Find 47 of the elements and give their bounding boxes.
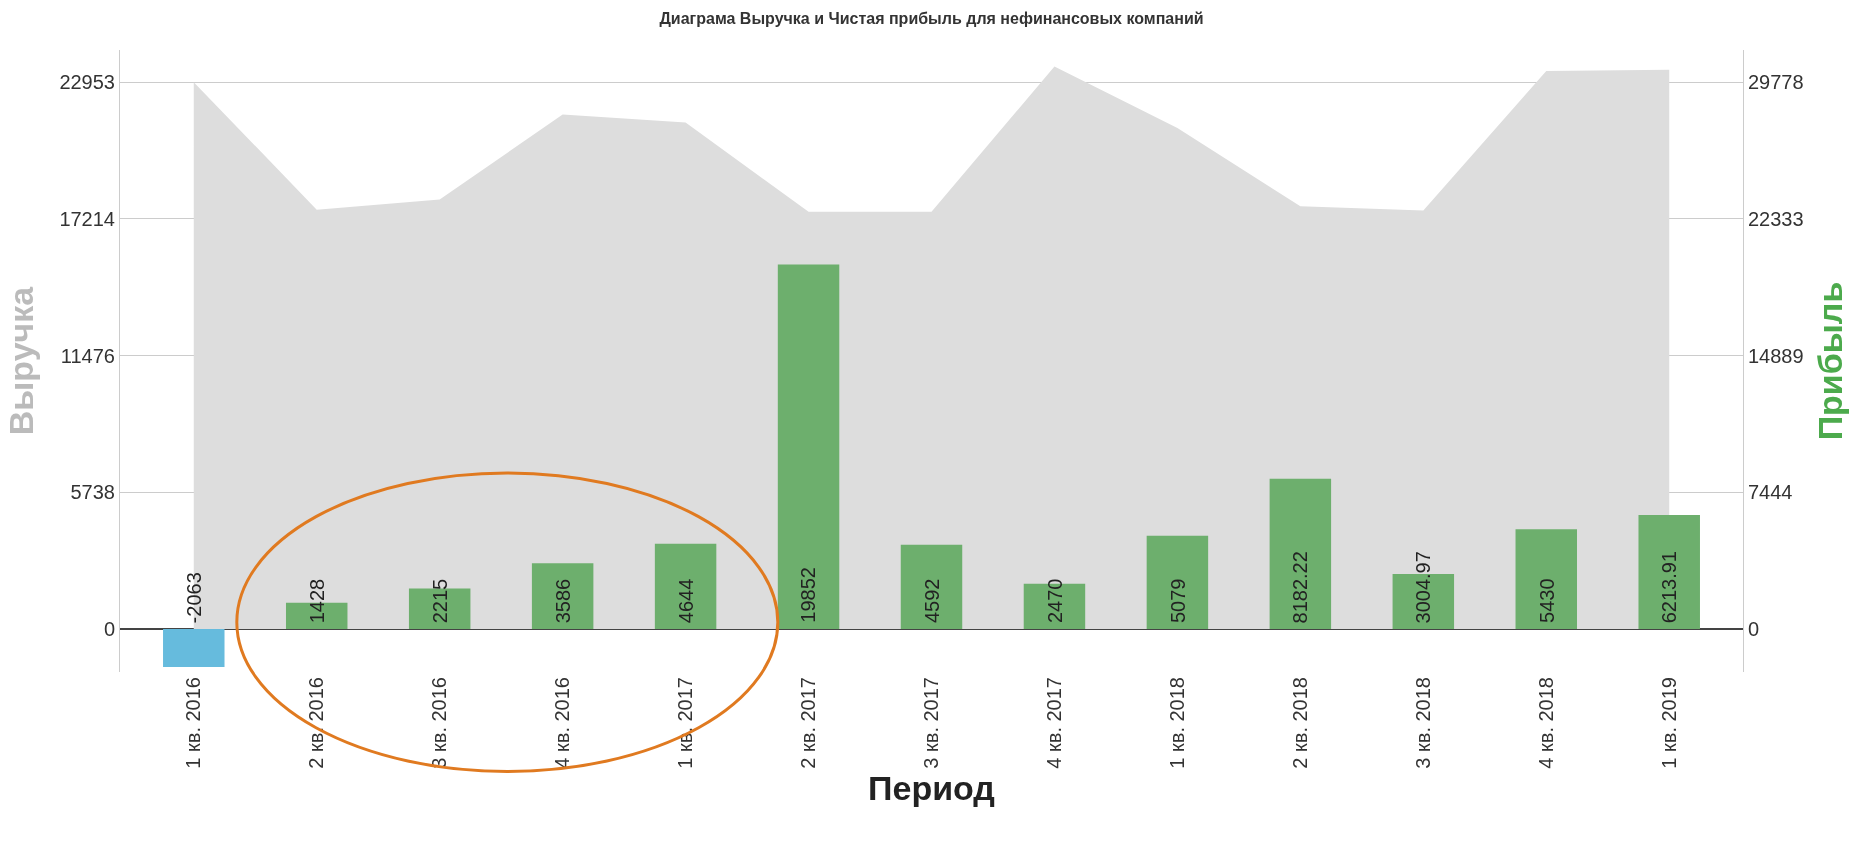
y2-tick-label: 29778 [1748, 71, 1804, 94]
bar [900, 544, 963, 630]
y-axis-title: Выручка [1, 285, 40, 436]
y2-tick-label: 22333 [1748, 207, 1804, 230]
bar [654, 543, 717, 630]
data-label: 8182.22 [1289, 551, 1312, 624]
data-label: 5430 [1535, 578, 1558, 623]
x-tick-label: 2 кв. 2016 [305, 677, 328, 769]
data-label: 3586 [552, 578, 575, 624]
data-label: 19852 [797, 567, 820, 623]
bar [1146, 535, 1209, 630]
x-tick-label: 4 кв. 2016 [551, 677, 574, 769]
bar [163, 629, 225, 667]
y2-axis-title: Прибыль [1810, 281, 1849, 441]
x-tick-label: 2 кв. 2017 [797, 677, 820, 769]
y-tick-label: 11476 [60, 344, 115, 367]
x-tick-label: 1 кв. 2019 [1657, 677, 1680, 769]
data-label: 2215 [429, 578, 452, 624]
y2-tick-label: 7444 [1748, 481, 1793, 504]
bar [777, 264, 840, 630]
data-label: 3004.97 [1412, 551, 1435, 624]
data-label: -2063 [183, 572, 206, 624]
data-label: 4644 [674, 578, 697, 624]
data-label: 1428 [306, 578, 329, 624]
y-tick-label: 5738 [70, 481, 115, 504]
y2-tick-label: 0 [1748, 618, 1760, 641]
y-tick-label: 22953 [59, 71, 115, 94]
data-label: 5079 [1166, 578, 1189, 624]
y-tick-label: 0 [103, 618, 115, 641]
bar [1638, 514, 1700, 630]
data-label: 2470 [1043, 578, 1066, 624]
x-tick-label: 4 кв. 2018 [1534, 677, 1557, 769]
x-axis-title: Период [868, 768, 995, 807]
x-tick-label: 3 кв. 2017 [920, 677, 942, 769]
x-tick-label: 2 кв. 2018 [1288, 677, 1311, 769]
y-tick-label: 17214 [59, 207, 115, 230]
x-tick-label: 4 кв. 2017 [1042, 677, 1065, 769]
chart-title: Диаграма Выручка и Чистая прибыль для нефинансовых компаний [659, 9, 1204, 27]
bar [531, 563, 594, 630]
data-label: 4592 [920, 578, 943, 624]
x-tick-label: 1 кв. 2018 [1165, 677, 1188, 769]
data-label: 6213.91 [1658, 551, 1681, 624]
bar [1515, 529, 1578, 630]
bar [1269, 478, 1332, 630]
x-tick-label: 1 кв. 2016 [182, 677, 205, 769]
y2-tick-label: 14889 [1748, 344, 1804, 367]
x-tick-label: 3 кв. 2018 [1411, 677, 1434, 769]
